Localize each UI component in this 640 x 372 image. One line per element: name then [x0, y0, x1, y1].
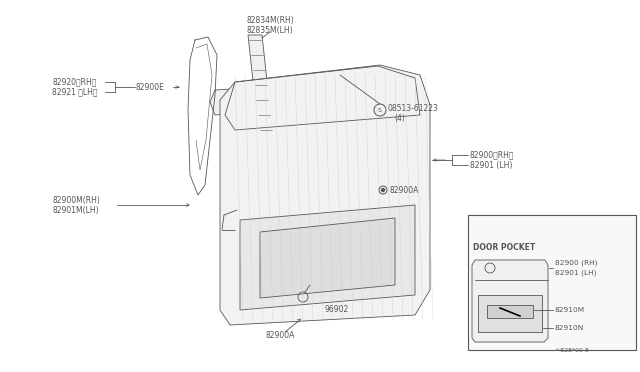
Polygon shape — [240, 205, 415, 310]
Text: 82834M(RH): 82834M(RH) — [246, 16, 294, 25]
Text: 82835M(LH): 82835M(LH) — [246, 26, 293, 35]
Polygon shape — [487, 305, 533, 318]
Circle shape — [381, 189, 385, 192]
Text: 82900E: 82900E — [135, 83, 164, 92]
Text: (4): (4) — [394, 113, 405, 122]
Text: 82900 (RH): 82900 (RH) — [555, 260, 598, 266]
Text: 82900M(RH): 82900M(RH) — [52, 196, 100, 205]
Text: ^828*00 8: ^828*00 8 — [555, 347, 589, 353]
Text: 82900A: 82900A — [266, 330, 294, 340]
Text: 82921 〈LH〉: 82921 〈LH〉 — [52, 87, 97, 96]
Polygon shape — [220, 65, 430, 325]
Polygon shape — [472, 260, 548, 342]
Text: 82900A: 82900A — [390, 186, 419, 195]
Text: 82900〈RH〉: 82900〈RH〉 — [470, 151, 515, 160]
Text: 82901 (LH): 82901 (LH) — [470, 160, 513, 170]
Text: 96902: 96902 — [325, 305, 349, 314]
Text: 82901M(LH): 82901M(LH) — [52, 205, 99, 215]
Text: DOOR POCKET: DOOR POCKET — [473, 244, 535, 253]
Text: 82901 (LH): 82901 (LH) — [555, 270, 596, 276]
Text: 82920〈RH〉: 82920〈RH〉 — [52, 77, 97, 87]
Text: 08513-61223: 08513-61223 — [388, 103, 439, 112]
Bar — [468, 215, 636, 350]
Text: S: S — [378, 108, 382, 112]
Text: 82910M: 82910M — [555, 307, 585, 313]
Text: 82910N: 82910N — [555, 325, 584, 331]
Polygon shape — [248, 35, 275, 155]
Polygon shape — [210, 88, 254, 115]
Polygon shape — [478, 295, 542, 332]
Polygon shape — [260, 218, 395, 298]
